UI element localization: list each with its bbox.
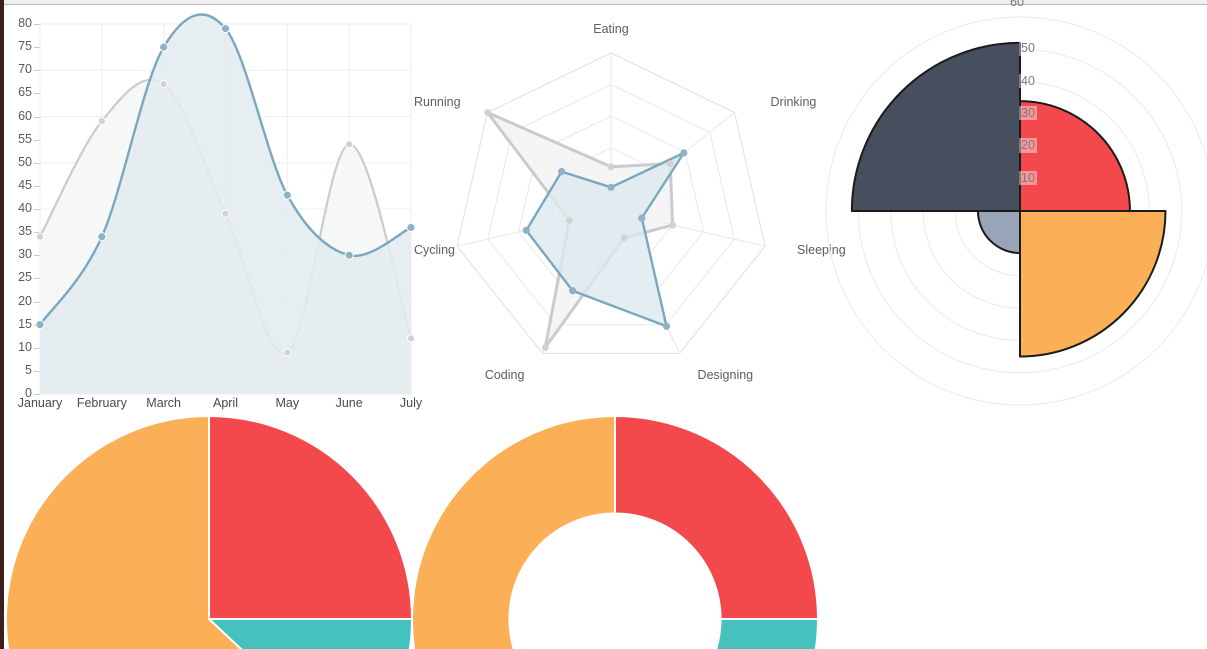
area-y-tick-mark — [34, 370, 41, 372]
doughnut-chart-svg — [411, 414, 820, 649]
window-left-edge — [0, 0, 4, 649]
radar-axis-label-running: Running — [414, 95, 461, 110]
radar-chart-svg — [456, 52, 766, 354]
area-y-tick-label: 80 — [18, 16, 32, 30]
area-y-tick-label: 45 — [18, 177, 32, 192]
area-y-tick-label: 55 — [18, 131, 32, 146]
radar-axis-label-designing: Designing — [697, 368, 754, 383]
area-x-tick-label: June — [335, 396, 363, 410]
area-y-tick-mark — [34, 162, 41, 164]
slice-teal[interactable] — [692, 618, 820, 649]
polar-tick-label-50: 50 — [1019, 41, 1037, 56]
polar-tick-label-30: 30 — [1019, 106, 1037, 121]
pie-chart[interactable] — [4, 413, 414, 649]
area-y-tick-mark — [34, 301, 41, 303]
area-y-tick-mark — [34, 47, 41, 49]
radar-axis-label-drinking: Drinking — [770, 95, 817, 110]
area-y-tick-mark — [34, 185, 41, 187]
area-x-tick-label: July — [399, 396, 423, 410]
area-y-tick-label: 30 — [18, 247, 32, 262]
radar-axis-label-eating: Eating — [593, 22, 629, 36]
doughnut-chart[interactable] — [410, 413, 820, 649]
area-y-tick-label: 0 — [25, 386, 32, 400]
area-y-tick-label: 70 — [18, 62, 32, 77]
polar-area-chart[interactable]: 60 50 40 30 20 10 — [825, 0, 1207, 411]
area-y-tick-label: 50 — [18, 154, 32, 169]
area-x-tick-label: January — [17, 396, 63, 410]
polar-chart-svg — [825, 16, 1207, 406]
area-y-tick-mark — [34, 24, 41, 25]
area-chart[interactable]: 0 5 10 15 20 25 30 35 40 45 50 55 60 65 70 75 80 January… — [4, 6, 422, 411]
area-y-tick-label: 20 — [18, 293, 32, 308]
area-y-tick-label: 25 — [18, 270, 32, 285]
area-x-tick-label: February — [76, 396, 127, 410]
area-x-tick-label: May — [275, 396, 300, 410]
area-y-tick-label: 35 — [18, 224, 32, 239]
radar-axis-label-coding: Coding — [484, 368, 525, 383]
browser-top-strip — [0, 0, 1207, 5]
area-x-tick-label: April — [212, 396, 238, 410]
polar-tick-label-40: 40 — [1019, 73, 1037, 89]
area-y-tick-mark — [34, 209, 41, 210]
area-y-tick-mark — [34, 278, 41, 280]
area-y-tick-label: 10 — [18, 339, 32, 354]
slice-teal[interactable] — [206, 618, 414, 649]
radar-chart[interactable]: Eating Drinking Sleeping Designing Coding Cyc… — [414, 6, 846, 411]
area-chart-svg — [35, 13, 416, 395]
polar-tick-label-10: 10 — [1019, 170, 1037, 186]
area-y-tick-mark — [34, 347, 41, 349]
polar-tick-label-20: 20 — [1019, 138, 1037, 153]
area-y-tick-label: 5 — [25, 362, 32, 377]
area-chart-plot — [35, 13, 416, 395]
area-y-tick-label: 65 — [18, 85, 32, 100]
radar-axis-label-cycling: Cycling — [414, 243, 455, 258]
area-y-tick-mark — [34, 93, 41, 95]
slice-red[interactable] — [614, 414, 820, 620]
area-y-tick-mark — [34, 139, 41, 141]
slice-red[interactable] — [208, 414, 414, 620]
area-y-tick-mark — [34, 255, 41, 257]
area-x-tick-label: March — [146, 396, 182, 410]
area-y-tick-label: 60 — [18, 108, 32, 123]
slice-orange[interactable] — [5, 414, 357, 649]
area-y-tick-label: 40 — [18, 201, 32, 215]
area-y-tick-mark — [34, 394, 41, 395]
area-y-tick-label: 15 — [18, 316, 32, 331]
area-y-tick-mark — [34, 232, 41, 234]
radar-axis-label-sleeping: Sleeping — [797, 243, 846, 258]
area-y-tick-mark — [34, 70, 41, 72]
area-y-tick-label: 75 — [18, 39, 32, 54]
area-y-tick-mark — [34, 116, 41, 118]
polar-tick-label-60: 60 — [1010, 0, 1024, 9]
pie-chart-svg — [5, 414, 414, 649]
slice-orange[interactable] — [411, 414, 763, 649]
